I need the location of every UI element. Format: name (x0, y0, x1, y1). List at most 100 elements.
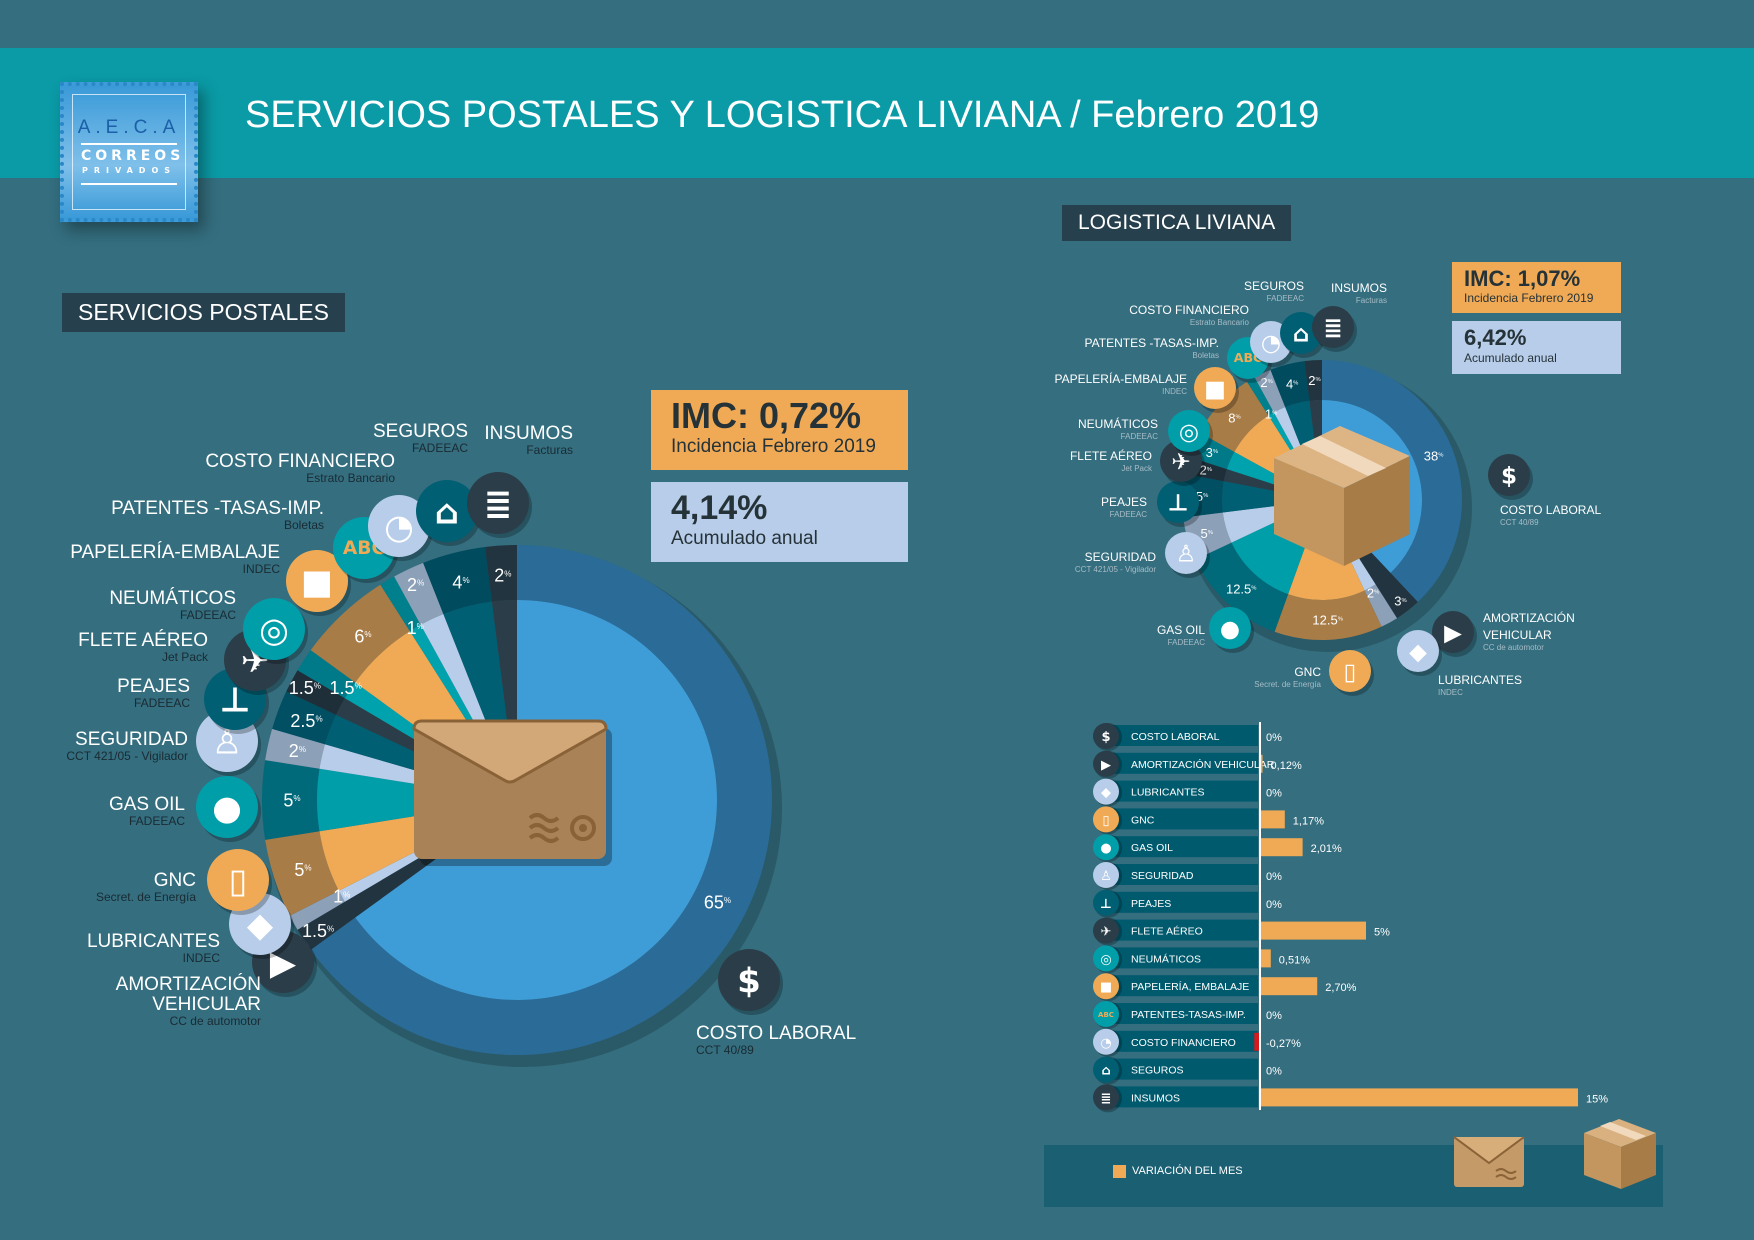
pie-slice-seguros (1270, 361, 1310, 408)
category-name: SEGURIDAD (1084, 550, 1156, 564)
bar-category-label: AMORTIZACIÓN VEHICULAR (1131, 758, 1275, 771)
category-name: FLETE AÉREO (1069, 449, 1152, 463)
bar-chart-variacion: $ COSTO LABORAL 0%▶ AMORTIZACIÓN VEHICULAR0… (1093, 722, 1608, 1113)
category-source: CCT 421/05 - Vigilador (1074, 564, 1156, 574)
pie-label-neumaticos: NEUMÁTICOS FADEEAC (1078, 416, 1158, 441)
pie-slice-papeleria-embalaje (310, 584, 410, 683)
bar (1254, 1032, 1260, 1051)
imc-subtitle: Incidencia Febrero 2019 (671, 436, 876, 457)
svg-text:♙: ♙ (1176, 541, 1197, 567)
pie-slice-papeleria-embalaje (1199, 381, 1269, 452)
svg-text:◔: ◔ (384, 507, 414, 547)
category-label-bg (1110, 780, 1258, 802)
pie-slice-costo-laboral (1322, 360, 1462, 603)
fuel-tank-icon: ● (1209, 607, 1254, 653)
category-source: FADEEAC (1109, 509, 1147, 519)
category-source: Facturas (526, 442, 573, 457)
category-source: INDEC (1162, 386, 1187, 396)
category-name: GAS OIL (1156, 623, 1205, 637)
pie-slice-patentes (1246, 377, 1274, 416)
category-source: Estrato Bancario (1189, 317, 1249, 327)
category-source: Jet Pack (161, 649, 208, 664)
bar-value-label: 15% (1586, 1093, 1608, 1105)
category-source: CCT 40/89 (1500, 517, 1539, 527)
pie-value-label: 12.5% (1312, 612, 1343, 627)
bar-row-flete-aereo: ✈ FLETE AÉREO 5% (1093, 917, 1390, 946)
oil-can-icon: ◆ (1093, 778, 1122, 807)
package-icon: ■ (1194, 367, 1239, 413)
svg-text:⌂: ⌂ (1293, 321, 1310, 347)
category-source: Jet Pack (1121, 463, 1152, 473)
bar-row-patentes: ABC PATENTES-TASAS-IMP. 0% (1093, 1001, 1282, 1029)
category-source: Secret. de Energía (95, 889, 196, 904)
package-icon: ■ (1093, 973, 1122, 1002)
bar-value-label: 2,01% (1311, 843, 1342, 855)
category-label-bg (1110, 891, 1258, 913)
pie-label-lubricantes: LUBRICANTES INDEC (87, 932, 220, 965)
category-source: FADEEAC (1266, 293, 1304, 303)
toll-barrier-icon: ⊥ (1093, 889, 1122, 918)
dollar-coin-icon: $ (1093, 723, 1122, 751)
category-source: INDEC (1438, 687, 1463, 697)
bar-value-label: 1,17% (1293, 815, 1324, 827)
gas-pump-icon: ▯ (1093, 806, 1122, 835)
bar-category-label: COSTO FINANCIERO (1131, 1037, 1236, 1049)
category-source: CCT 40/89 (696, 1042, 754, 1057)
imc-box-postales: IMC: 0,72% Incidencia Febrero 2019 (651, 390, 908, 470)
fuel-tank-icon: ● (1093, 834, 1122, 863)
padlock-icon: ⌂ (416, 480, 481, 546)
bar-row-papeleria-embalaje: ■ PAPELERÍA, EMBALAJE 2,70% (1093, 973, 1357, 1002)
bar-row-insumos: ≣ INSUMOS 15% (1093, 1084, 1608, 1113)
bar-value-label: 5% (1374, 927, 1390, 939)
bar-value-label: 0% (1266, 871, 1282, 883)
svg-text:$: $ (737, 961, 761, 1001)
security-guard-icon: ♙ (1093, 862, 1122, 890)
pie-label-patentes: PATENTES -TASAS-IMP. Boletas (1085, 335, 1219, 360)
category-name: NEUMÁTICOS (109, 588, 236, 609)
pie-label-gnc: GNC Secret. de Energía (96, 871, 196, 904)
section-title-postales: SERVICIOS POSTALES (62, 293, 345, 332)
pie-label-seguridad: SEGURIDAD CCT 421/05 - Vigilador (66, 730, 188, 763)
pie-slice-insumos (485, 545, 517, 602)
category-name: PEAJES (1100, 495, 1147, 509)
category-source: FADEEAC (179, 607, 236, 622)
pie-slice-neumaticos (297, 650, 356, 699)
category-source: Secret. de Energía (1254, 679, 1321, 689)
pie-slice-seguridad (265, 728, 325, 769)
invoice-icon: ≣ (467, 472, 532, 538)
pie-label-papeleria-embalaje: PAPELERÍA-EMBALAJE INDEC (70, 543, 280, 576)
acum-subtitle: Acumulado anual (1464, 351, 1557, 365)
pie-label-costo-laboral: COSTO LABORAL CCT 40/89 (1500, 502, 1601, 527)
category-name: LUBRICANTES (86, 931, 220, 952)
category-name: INSUMOS (1330, 281, 1387, 295)
category-name: AMORTIZACIÓN VEHICULAR (1483, 611, 1575, 642)
page-title: SERVICIOS POSTALES Y LOGISTICA LIVIANA /… (245, 94, 1320, 136)
legend-panel: VARIACIÓN DEL MES (1044, 1119, 1663, 1207)
acum-box-logistica: 6,42% Acumulado anual (1452, 321, 1621, 374)
pie-slice-seguros (423, 547, 492, 615)
pie-label-gas-oil: GAS OIL FADEEAC (1157, 622, 1205, 647)
bar (1260, 949, 1271, 968)
bar (1260, 838, 1303, 857)
gas-pump-icon: ▯ (207, 849, 272, 915)
truck-icon: ▶ (1093, 750, 1122, 779)
package-box-icon (1274, 426, 1410, 566)
category-name: COSTO LABORAL (1500, 503, 1602, 517)
pie-slice-gnc (265, 831, 339, 916)
category-source: FADEEAC (411, 440, 468, 455)
bar-row-gas-oil: ● GAS OIL 2,01% (1093, 834, 1342, 863)
category-source: FADEEAC (1167, 637, 1205, 647)
category-source: INDEC (242, 561, 280, 576)
pie-slice-gnc (1274, 590, 1382, 640)
svg-text:♙: ♙ (1100, 869, 1112, 884)
imc-value: IMC: 0,72% (671, 395, 862, 436)
logo-line-3: PRIVADOS (81, 166, 177, 185)
bar (1260, 1088, 1578, 1107)
pie-label-peajes: PEAJES FADEEAC (1101, 494, 1147, 519)
category-source: Boletas (1192, 350, 1219, 360)
bar-value-label: 0% (1266, 1010, 1282, 1022)
tire-icon: ◎ (1093, 945, 1122, 974)
invoice-icon: ≣ (1312, 306, 1357, 352)
category-source: FADEEAC (133, 695, 190, 710)
